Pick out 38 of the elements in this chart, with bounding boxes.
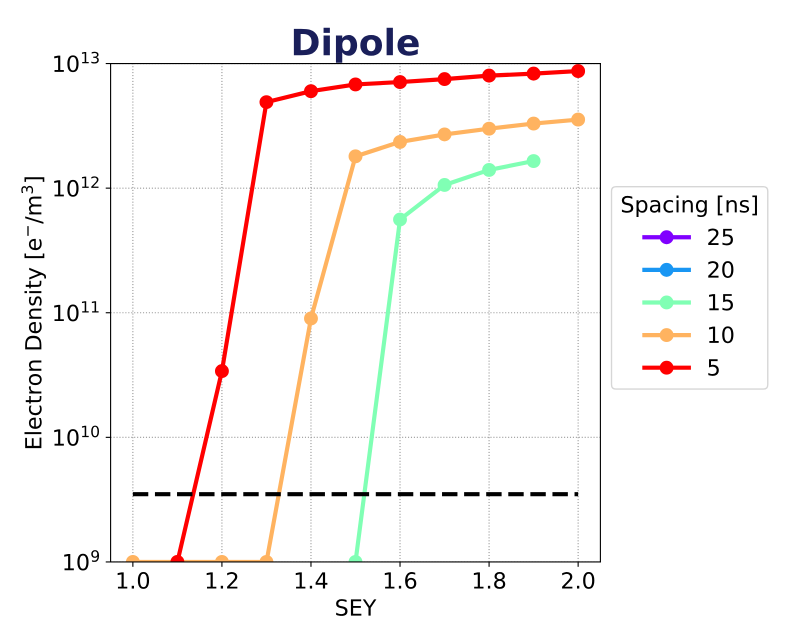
x-tick-label: 2.0 — [562, 572, 594, 589]
chart-title: Dipole — [294, 28, 419, 63]
x-tick-label: 1.8 — [474, 572, 506, 589]
point — [526, 154, 541, 168]
point — [393, 212, 407, 226]
point — [260, 95, 274, 110]
x-tick-label: 1.4 — [296, 572, 328, 589]
x-axis-title: SEY — [336, 599, 376, 616]
point — [526, 116, 541, 130]
x-tick-label: 1.2 — [206, 572, 238, 589]
point — [482, 122, 496, 136]
point — [304, 84, 318, 98]
point — [438, 178, 452, 192]
legend-label: 20 — [708, 261, 734, 278]
legend-label: 5 — [708, 359, 719, 376]
y-tick-label: 10$^{12}$ — [54, 176, 98, 197]
x-tick-label: 1.0 — [118, 572, 150, 589]
point — [393, 134, 407, 149]
y-tick-label: 10$^{9}$ — [64, 550, 100, 571]
legend-label: 15 — [709, 294, 733, 311]
legend-label: 25 — [708, 228, 733, 246]
point — [348, 149, 362, 164]
point — [482, 68, 496, 83]
point — [438, 127, 452, 142]
y-axis-title: Electron Density [e$^{−}$/m$^{3}$] — [21, 177, 46, 448]
y-tick-label: 10$^{11}$ — [54, 301, 99, 322]
y-tick-label: 10$^{13}$ — [54, 52, 99, 72]
legend-label: 10 — [709, 326, 734, 344]
point — [571, 64, 586, 78]
point — [482, 162, 496, 177]
point — [393, 75, 407, 90]
point — [348, 77, 362, 92]
x-tick-label: 1.6 — [384, 572, 416, 589]
point — [438, 72, 452, 86]
y-tick-label: 10$^{10}$ — [54, 426, 100, 446]
point — [571, 112, 586, 127]
point — [526, 66, 541, 81]
legend-title: Spacing [ns] — [622, 196, 757, 218]
